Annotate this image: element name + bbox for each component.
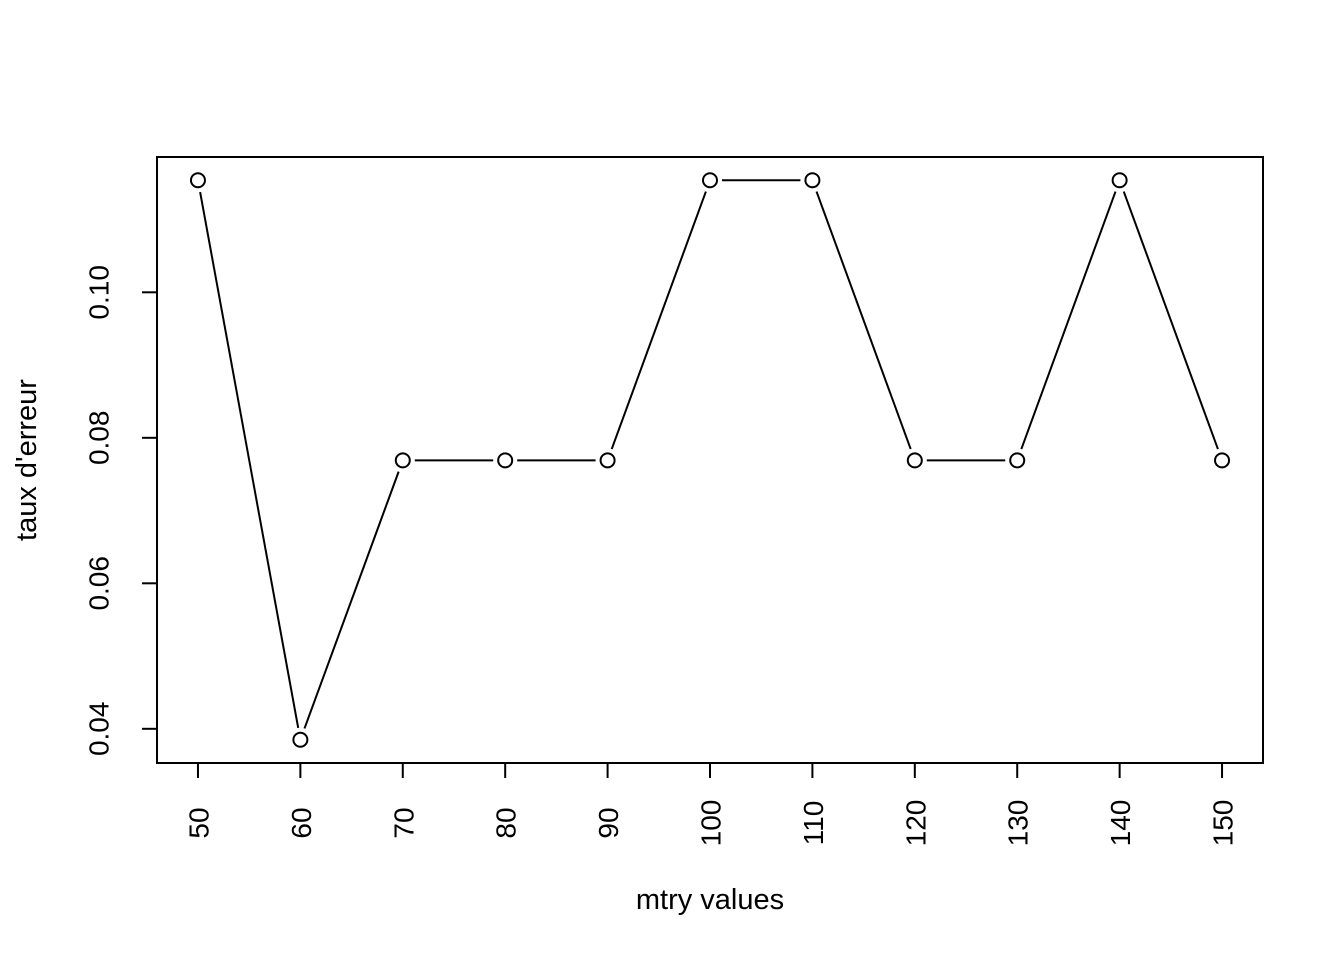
data-point: [1111, 172, 1128, 189]
series-line-segment: [199, 191, 300, 729]
plot-frame: [156, 156, 1264, 764]
data-point: [906, 452, 923, 469]
x-tick-label: 60: [286, 807, 317, 838]
x-tick-label: 100: [696, 800, 727, 847]
series-line-segment: [1020, 191, 1117, 450]
data-point: [599, 452, 616, 469]
series-line-segment: [1122, 191, 1219, 450]
data-point: [497, 452, 514, 469]
data-series: [189, 172, 1231, 748]
x-tick-label: 120: [900, 800, 931, 847]
x-tick-label: 90: [593, 807, 624, 838]
y-tick-label: 0.08: [84, 411, 115, 466]
y-tick-label: 0.04: [84, 702, 115, 757]
series-line-segment: [303, 471, 400, 729]
x-axis-title: mtry values: [636, 884, 784, 916]
series-line-segment: [610, 191, 707, 450]
x-tick-label: 140: [1105, 800, 1136, 847]
y-axis: 0.04 0.06 0.08 0.10: [84, 265, 158, 756]
y-tick-label: 0.10: [84, 265, 115, 320]
x-tick-label: 80: [491, 807, 522, 838]
data-point: [394, 452, 411, 469]
data-point: [1009, 452, 1026, 469]
x-tick-label: 110: [798, 801, 829, 846]
y-tick-label: 0.06: [84, 556, 115, 611]
x-axis: 50 60 70 80 90 100 110 120 130 140 150: [183, 762, 1239, 847]
data-point: [1214, 452, 1231, 469]
data-point: [189, 172, 206, 189]
data-point: [804, 172, 821, 189]
x-tick-label: 150: [1208, 800, 1239, 847]
data-point: [292, 731, 309, 748]
data-point: [702, 172, 718, 189]
x-tick-label: 70: [388, 807, 419, 838]
y-axis-title: taux d'erreur: [11, 379, 43, 541]
series-line-segment: [815, 191, 912, 450]
x-tick-label: 130: [1003, 800, 1034, 847]
x-tick-label: 50: [183, 807, 214, 838]
